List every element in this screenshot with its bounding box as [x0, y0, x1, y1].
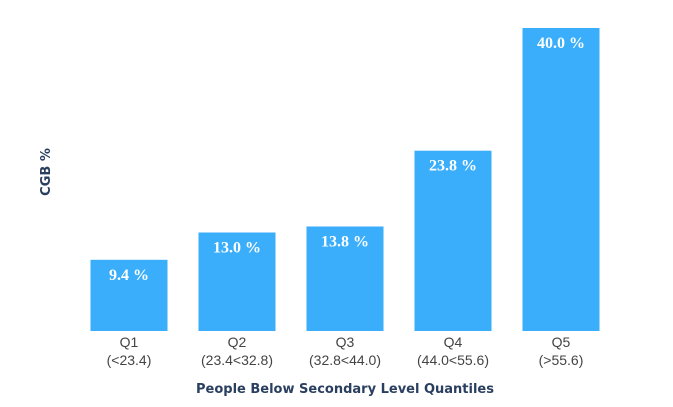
x-tick-label-q4: Q4 (44.0<55.6)	[417, 334, 489, 368]
data-label-q4: 23.8 %	[429, 158, 477, 175]
x-tick-label-q2: Q2 (23.4<32.8)	[201, 334, 273, 368]
bars-group	[90, 28, 600, 331]
x-axis-title: People Below Secondary Level Quantiles	[196, 382, 494, 397]
x-tick-label-q3: Q3 (32.8<44.0)	[309, 334, 381, 368]
x-tick-label-q5: Q5 (>55.6)	[539, 334, 584, 368]
x-tick-labels-group: Q1 (<23.4) Q2 (23.4<32.8) Q3 (32.8<44.0) Q4 (44…	[107, 334, 584, 368]
bar-q5	[522, 28, 600, 331]
x-tick-label-q1: Q1 (<23.4)	[107, 334, 152, 368]
data-label-q3: 13.8 %	[321, 234, 369, 251]
data-label-q1: 9.4 %	[109, 267, 149, 284]
bar-q4	[414, 150, 492, 331]
bar-q2	[198, 232, 276, 331]
bar-q3	[306, 226, 384, 331]
y-axis-title: CGB %	[39, 148, 54, 196]
data-labels-group: 9.4 % 13.0 % 13.8 % 23.8 % 40.0 %	[109, 35, 585, 284]
data-label-q2: 13.0 %	[213, 240, 261, 257]
bar-q1	[90, 259, 168, 331]
data-label-q5: 40.0 %	[537, 35, 585, 52]
